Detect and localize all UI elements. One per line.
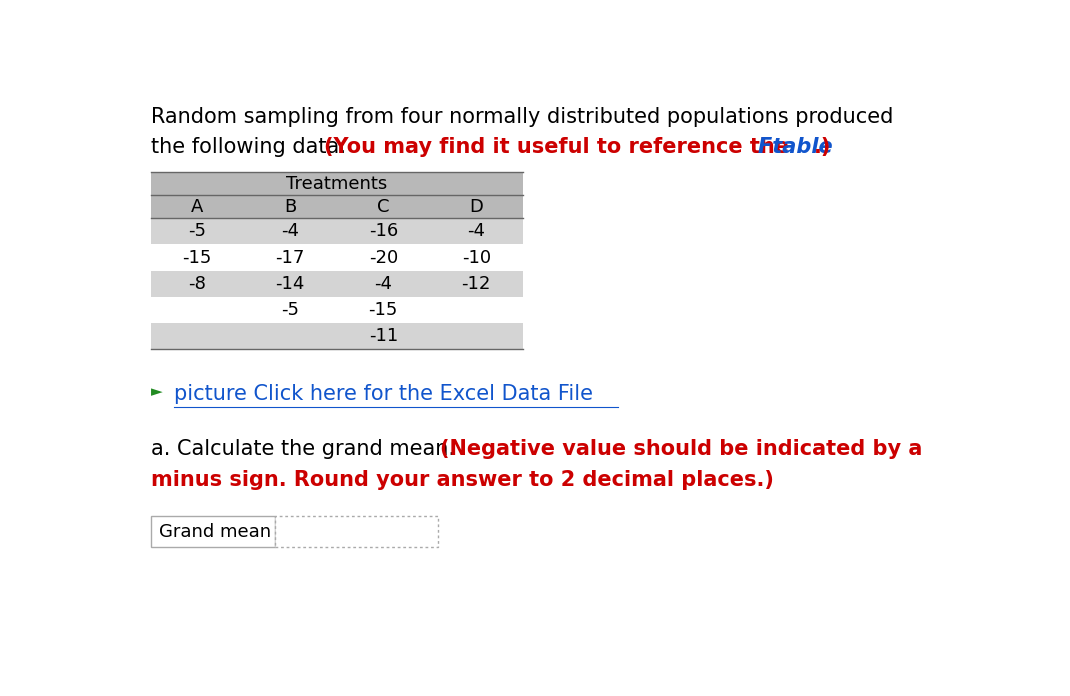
Text: -14: -14 [276, 275, 305, 293]
Bar [151, 219, 523, 244]
Text: -4: -4 [468, 222, 486, 240]
Text: picture Click here for the Excel Data File: picture Click here for the Excel Data Fi… [174, 383, 593, 404]
Text: ►: ► [151, 383, 163, 399]
Text: -17: -17 [276, 248, 305, 267]
Text: F​table: F​table [758, 137, 832, 157]
Text: -11: -11 [369, 327, 398, 345]
Text: B: B [285, 198, 296, 216]
Text: -16: -16 [369, 222, 398, 240]
Bar [275, 516, 438, 547]
Bar [151, 516, 275, 547]
Text: .): .) [814, 137, 831, 157]
Text: -12: -12 [461, 275, 491, 293]
Bar [151, 271, 523, 296]
Text: -4: -4 [281, 222, 300, 240]
Text: A: A [192, 198, 203, 216]
Text: a. Calculate the grand mean.: a. Calculate the grand mean. [151, 439, 461, 459]
Text: minus sign. Round your answer to 2 decimal places.): minus sign. Round your answer to 2 decim… [151, 470, 774, 490]
Text: -15: -15 [368, 301, 398, 319]
Text: -8: -8 [188, 275, 207, 293]
Text: D: D [470, 198, 484, 216]
Bar [151, 296, 523, 323]
Bar [151, 172, 523, 195]
Text: -20: -20 [369, 248, 398, 267]
Text: -15: -15 [183, 248, 212, 267]
Bar [151, 195, 523, 219]
Text: -5: -5 [188, 222, 207, 240]
Text: Random sampling from four normally distributed populations produced: Random sampling from four normally distr… [151, 106, 893, 127]
Text: (Negative value should be indicated by a: (Negative value should be indicated by a [440, 439, 922, 459]
Text: (You may find it useful to reference the: (You may find it useful to reference the [323, 137, 796, 157]
Text: the following data:: the following data: [151, 137, 353, 157]
Text: Grand mean: Grand mean [158, 523, 271, 541]
Text: -10: -10 [462, 248, 491, 267]
Bar [151, 323, 523, 349]
Text: C: C [377, 198, 389, 216]
Text: -5: -5 [281, 301, 300, 319]
Bar [151, 244, 523, 271]
Text: Treatments: Treatments [286, 175, 387, 193]
Text: -4: -4 [374, 275, 393, 293]
